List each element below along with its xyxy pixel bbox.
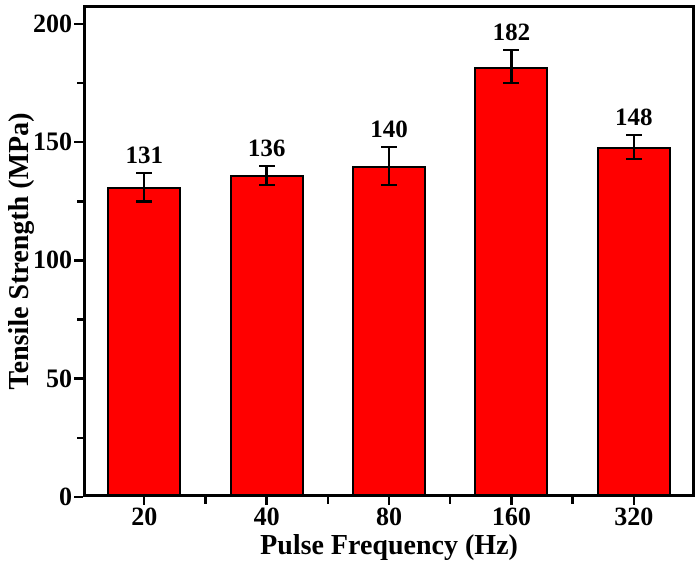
- error-bar-cap-top: [381, 145, 397, 149]
- bar: [474, 66, 549, 497]
- x-axis-tick-label: 20: [131, 502, 158, 531]
- x-axis-tick: [632, 497, 636, 505]
- error-bar-cap-bottom: [381, 183, 397, 187]
- y-axis-tick: [74, 140, 83, 144]
- x-axis-title: Pulse Frequency (Hz): [260, 530, 518, 561]
- y-axis-tick-label: 50: [46, 363, 72, 393]
- y-axis-tick: [74, 22, 83, 26]
- x-axis-tick-label: 80: [376, 502, 402, 531]
- x-axis-tick: [265, 497, 268, 505]
- y-axis-minor-tick: [77, 200, 83, 203]
- x-axis-tick-label: 320: [614, 502, 654, 531]
- x-axis-minor-tick: [571, 497, 574, 504]
- x-axis-tick-label: 40: [253, 502, 280, 531]
- x-axis-tick: [387, 497, 391, 505]
- bar: [352, 165, 426, 497]
- y-axis-tick: [74, 495, 83, 499]
- y-axis-minor-tick: [77, 318, 83, 321]
- error-bar-cap-bottom: [136, 200, 153, 203]
- error-bar-line: [632, 135, 636, 159]
- error-bar-cap-top: [625, 133, 642, 137]
- bar-value-label: 140: [370, 115, 408, 143]
- bar: [229, 175, 304, 497]
- x-axis-minor-tick: [448, 497, 452, 504]
- x-axis-tick: [510, 497, 513, 505]
- bar: [596, 146, 671, 497]
- y-axis-minor-tick: [77, 436, 83, 440]
- bar-value-label: 182: [492, 18, 531, 46]
- bar-value-label: 131: [125, 141, 163, 169]
- y-axis-tick-label: 0: [59, 482, 72, 511]
- error-bar-line: [387, 146, 391, 185]
- x-axis-minor-tick: [204, 497, 207, 504]
- y-axis-tick: [74, 377, 83, 380]
- y-axis-tick-label: 200: [33, 8, 72, 38]
- x-axis-minor-tick: [326, 497, 330, 504]
- y-axis-minor-tick: [77, 81, 83, 85]
- bar: [107, 187, 182, 497]
- error-bar-cap-bottom: [503, 81, 520, 85]
- error-bar-cap-bottom: [258, 183, 275, 187]
- y-axis-tick-label: 100: [33, 245, 72, 275]
- error-bar-cap-bottom: [625, 157, 642, 160]
- x-axis-tick-label: 160: [491, 502, 531, 531]
- error-bar-line: [510, 49, 513, 84]
- error-bar-cap-top: [136, 171, 153, 175]
- error-bar-line: [142, 172, 146, 202]
- x-axis-tick: [142, 497, 146, 505]
- error-bar-cap-top: [503, 48, 520, 52]
- y-axis-tick-label: 150: [33, 127, 72, 157]
- bar-value-label: 136: [247, 134, 286, 162]
- bar-value-label: 148: [615, 104, 653, 132]
- error-bar-line: [265, 165, 268, 185]
- y-axis-tick: [74, 259, 83, 262]
- error-bar-cap-top: [258, 164, 275, 168]
